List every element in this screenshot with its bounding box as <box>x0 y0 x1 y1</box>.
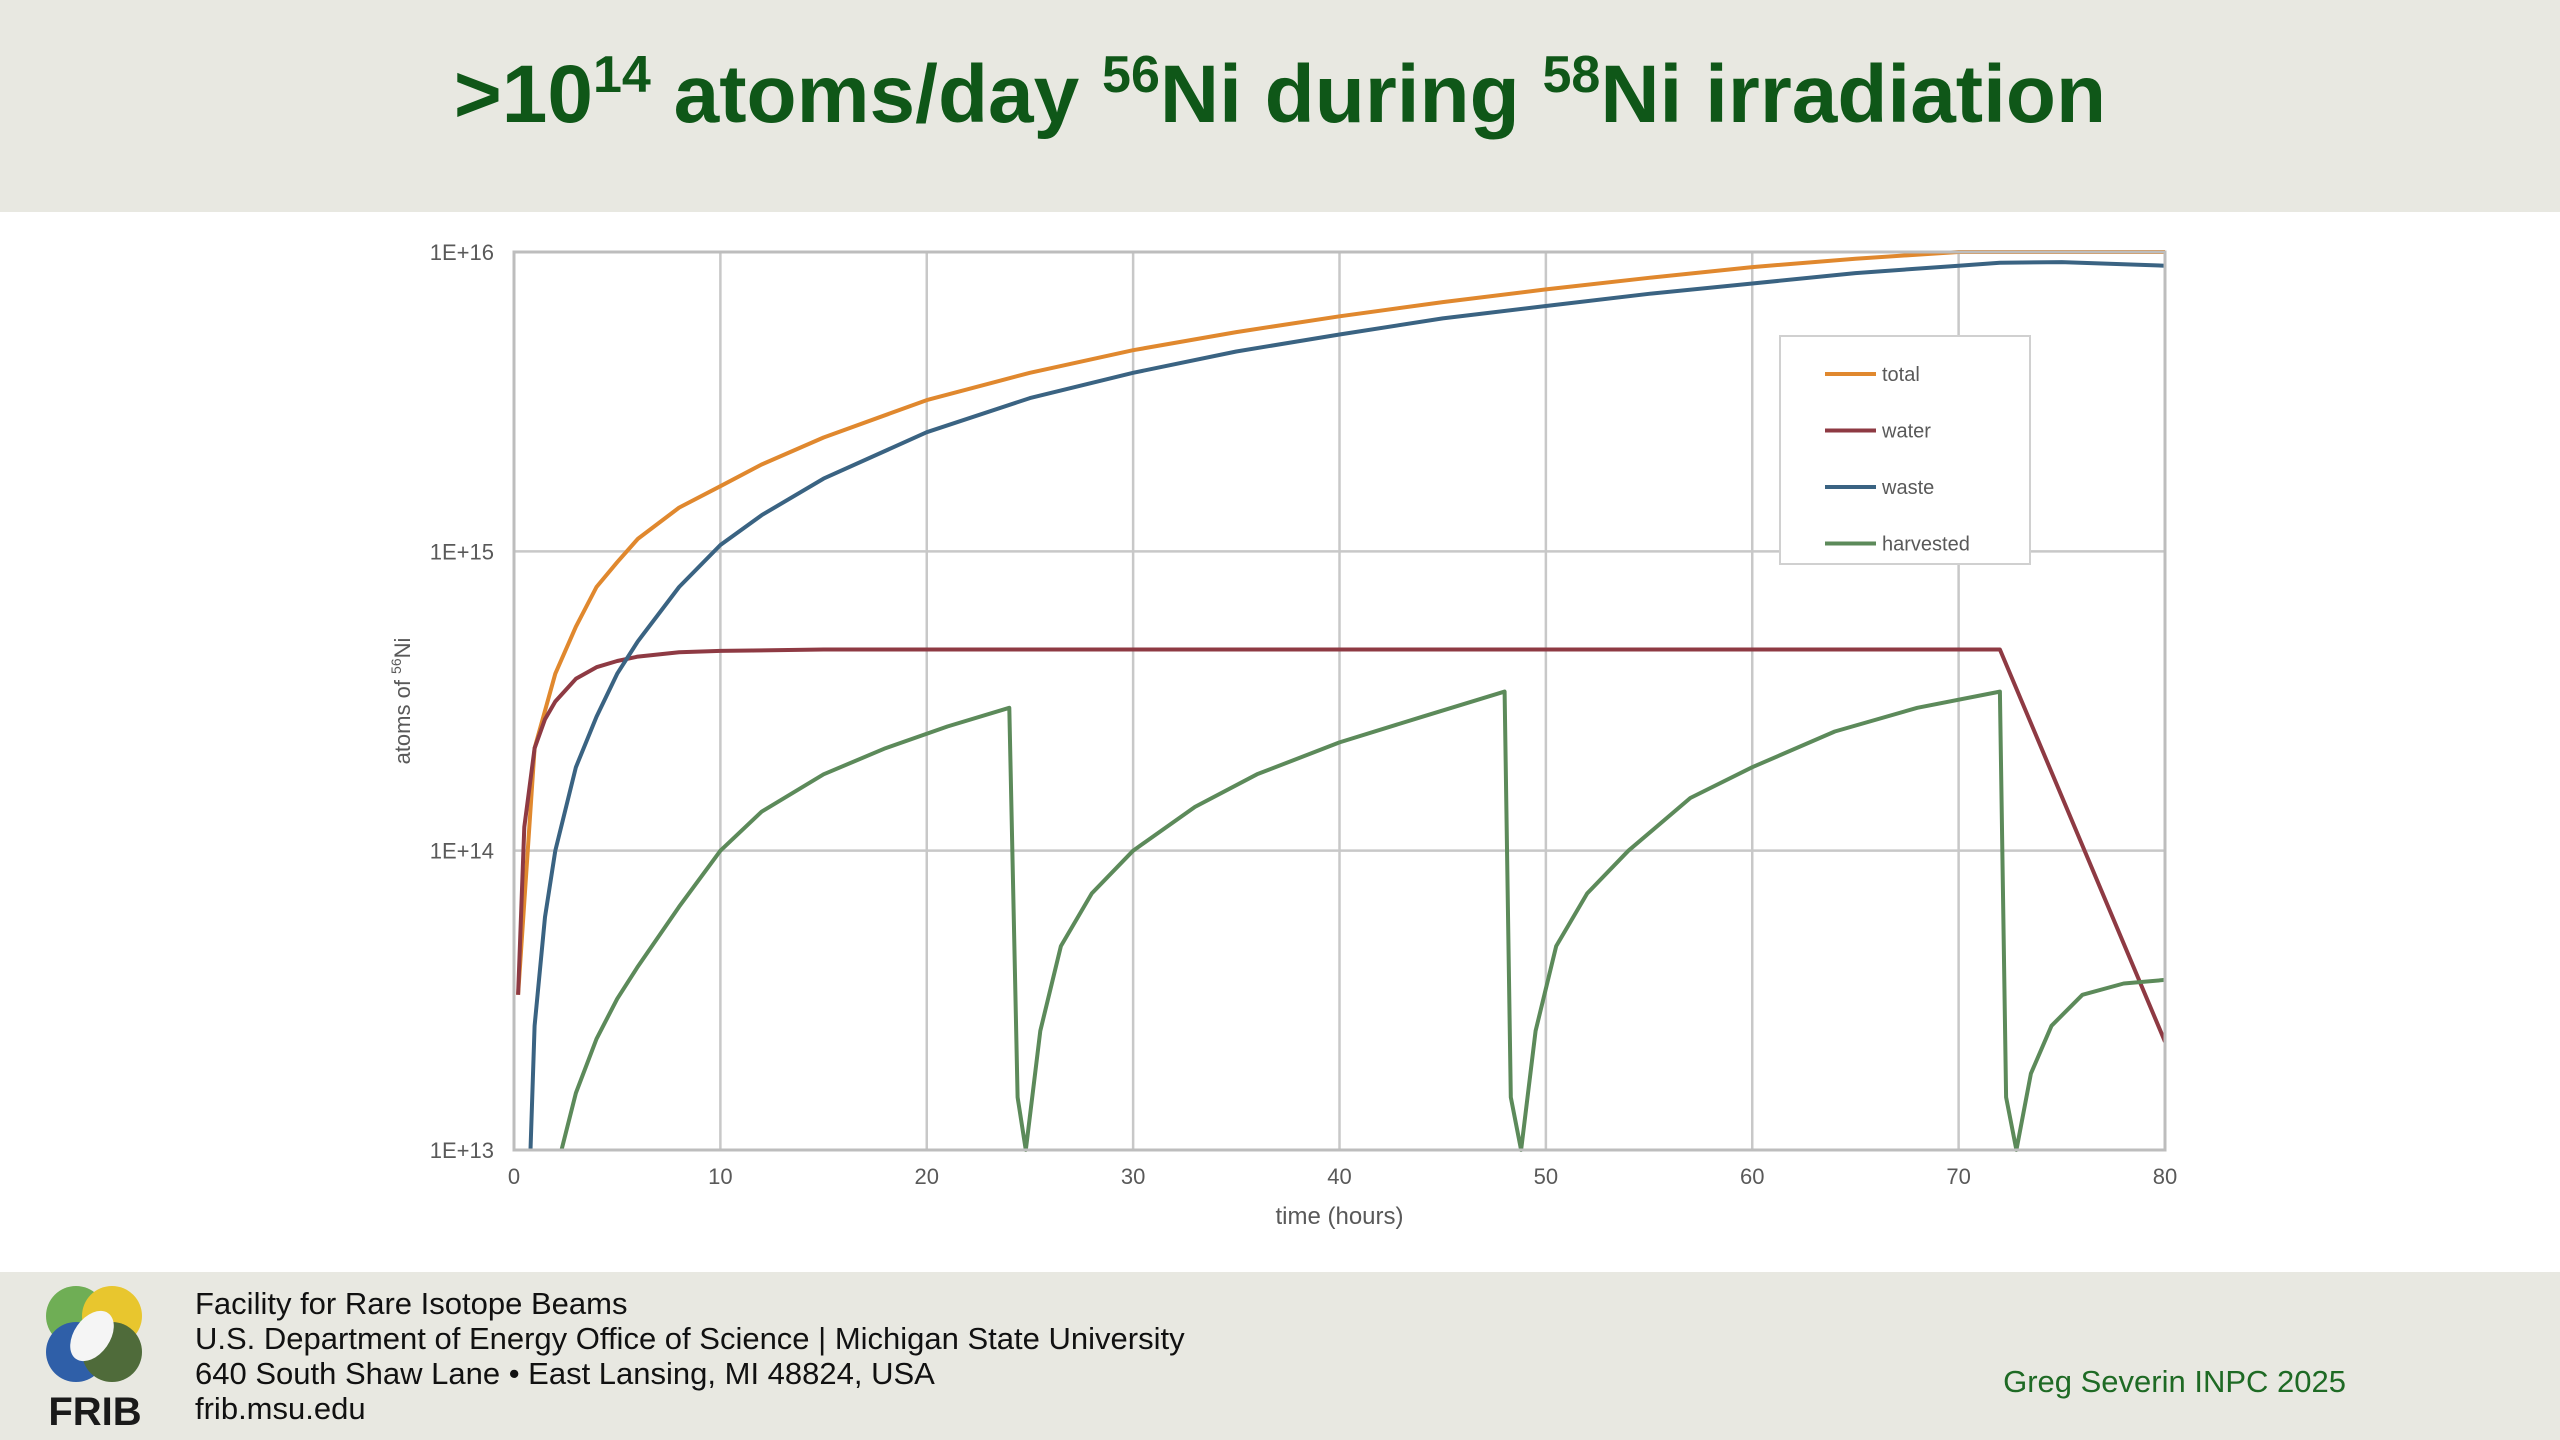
chart-area: 0 10 20 30 40 50 60 70 80 1E+13 1E+14 1E+15 1E+16 ti… <box>0 212 2560 1272</box>
y-axis-label-part-2: Ni <box>390 638 415 659</box>
title-part-1: >10 <box>453 49 594 140</box>
address-line-3: 640 South Shaw Lane • East Lansing, MI 4… <box>195 1356 935 1391</box>
series-line-waste <box>528 260 2165 1151</box>
address-block: Facility for Rare Isotope Beams U.S. Dep… <box>195 1286 1185 1426</box>
y-axis-label: atoms of 56Ni <box>388 638 415 765</box>
slide-footer: FRIB Facility for Rare Isotope Beams U.S… <box>0 1272 2560 1440</box>
x-tick-label: 20 <box>915 1164 939 1189</box>
legend-label-total: total <box>1882 364 1920 386</box>
series-line-water <box>516 647 2165 1043</box>
x-tick-label: 30 <box>1121 1164 1145 1189</box>
title-superscript-1: 14 <box>593 46 651 104</box>
title-superscript-3: 58 <box>1542 46 1601 104</box>
tick-labels: 0 10 20 30 40 50 60 70 80 1E+13 1E+14 1E+15 1E+16 <box>430 240 2177 1189</box>
y-axis-label-part-1: atoms of <box>390 674 415 764</box>
line-chart: 0 10 20 30 40 50 60 70 80 1E+13 1E+14 1E+15 1E+16 ti… <box>388 240 2177 1230</box>
x-axis-label: time (hours) <box>1275 1203 1403 1230</box>
author-credit: Greg Severin INPC 2025 <box>2003 1364 2346 1399</box>
x-tick-label: 60 <box>1740 1164 1764 1189</box>
legend-label-harvested: harvested <box>1882 534 1970 556</box>
address-line-2: U.S. Department of Energy Office of Scie… <box>195 1321 1185 1356</box>
slide-title: >1014 atoms/day 56Ni during 58Ni irradia… <box>0 46 2560 140</box>
series-line-total <box>516 250 2165 995</box>
title-superscript-2: 56 <box>1102 46 1160 104</box>
legend-box <box>1779 335 2031 565</box>
series-lines <box>516 250 2165 1152</box>
slide-header: >1014 atoms/day 56Ni during 58Ni irradia… <box>0 0 2560 212</box>
y-tick-label: 1E+13 <box>430 1138 494 1163</box>
legend-label-water: water <box>1881 421 1931 443</box>
x-tick-label: 40 <box>1327 1164 1351 1189</box>
plot-frame <box>512 250 2167 1152</box>
logo-center-shape <box>70 1310 114 1362</box>
x-tick-label: 0 <box>508 1164 520 1189</box>
y-axis-label-superscript: 56 <box>388 658 404 674</box>
y-tick-label: 1E+16 <box>430 240 494 265</box>
frib-logo <box>46 1286 142 1382</box>
series-line-harvested <box>559 689 2165 1152</box>
legend: total water waste harvested <box>1779 335 2031 565</box>
address-line-1: Facility for Rare Isotope Beams <box>195 1286 628 1321</box>
legend-label-waste: waste <box>1881 477 1934 499</box>
x-tick-label: 50 <box>1534 1164 1558 1189</box>
x-tick-label: 80 <box>2153 1164 2177 1189</box>
title-part-4: Ni irradiation <box>1600 49 2107 140</box>
title-part-3: Ni during <box>1159 49 1543 140</box>
title-part-2: atoms/day <box>650 49 1103 140</box>
x-tick-label: 10 <box>708 1164 732 1189</box>
address-line-4: frib.msu.edu <box>195 1391 366 1426</box>
y-tick-label: 1E+14 <box>430 839 494 864</box>
x-tick-label: 70 <box>1946 1164 1970 1189</box>
y-tick-label: 1E+15 <box>430 539 494 564</box>
logo-wordmark: FRIB <box>48 1390 142 1434</box>
